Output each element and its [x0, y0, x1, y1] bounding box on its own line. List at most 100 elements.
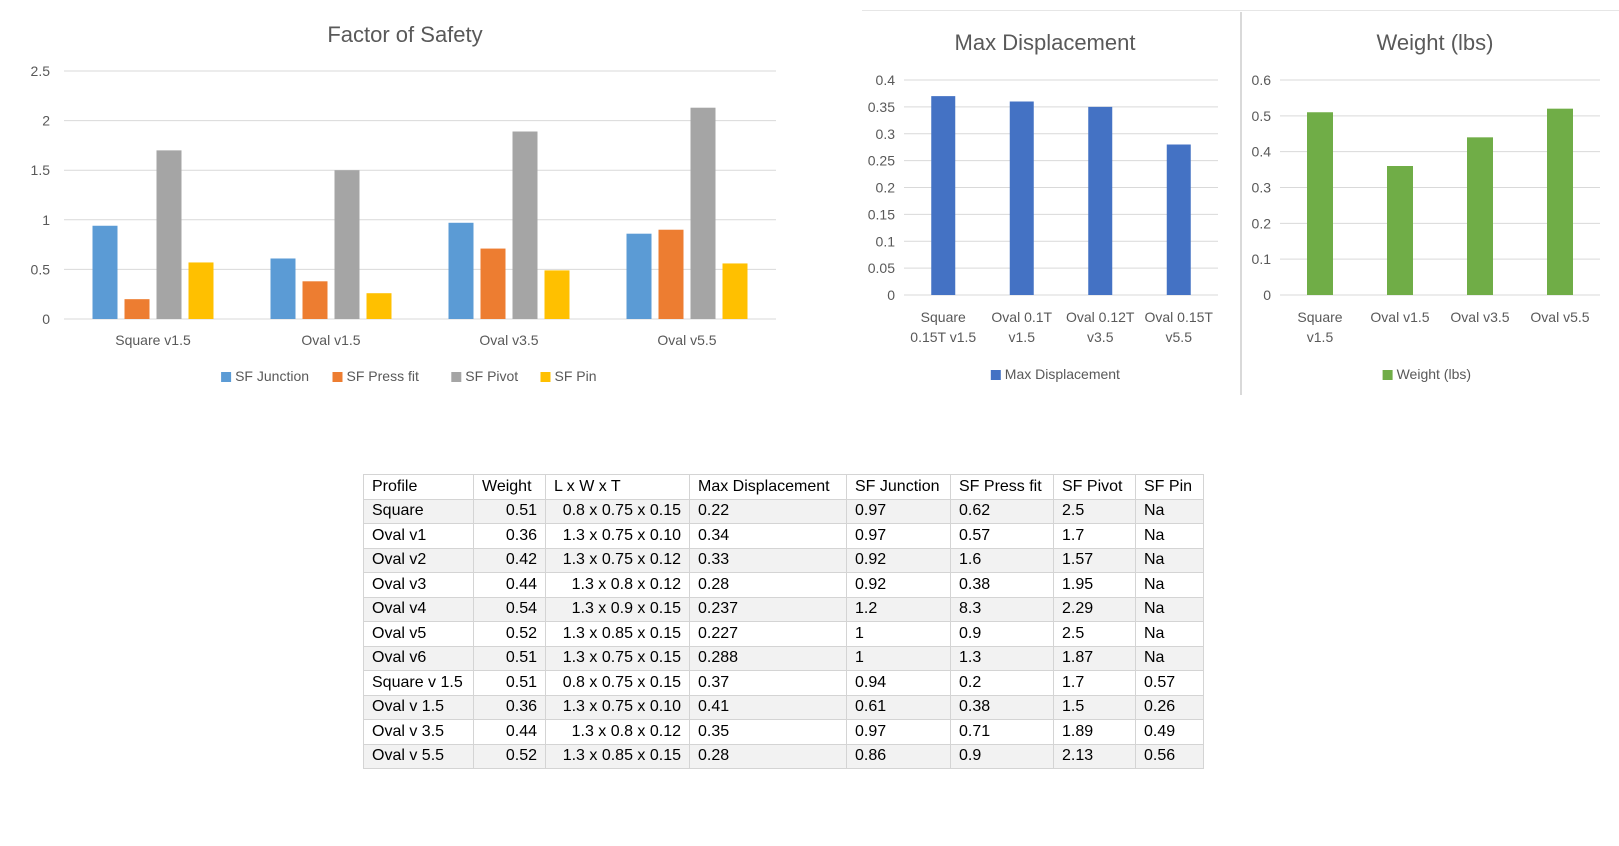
table-cell: Na	[1135, 621, 1204, 647]
table-cell: 0.9	[950, 621, 1054, 647]
top-divider	[862, 10, 1619, 11]
legend-swatch	[540, 372, 551, 382]
table-cell: 0.33	[689, 547, 847, 573]
table-row: Oval v3 0.44 1.3 x 0.8 x 0.12 0.28 0.92 0.38 1…	[363, 572, 1204, 598]
table-cell: 0.28	[689, 572, 847, 598]
y-tick-label: 0	[887, 287, 895, 303]
table-cell: Na	[1135, 523, 1204, 549]
table-cell: 0.37	[689, 670, 847, 696]
table-cell: Oval v 1.5	[363, 694, 474, 720]
table-cell: 1.57	[1053, 547, 1136, 573]
bar	[156, 150, 182, 319]
table-cell: 1.95	[1053, 572, 1136, 598]
table-cell: 1.3 x 0.75 x 0.15	[545, 645, 690, 671]
bar	[1009, 101, 1034, 295]
bar	[334, 170, 360, 319]
bar	[690, 107, 716, 319]
column-header: Profile	[363, 474, 474, 500]
table-cell: 0.56	[1135, 743, 1204, 769]
table-cell: Oval v 3.5	[363, 719, 474, 745]
table-cell: 2.29	[1053, 596, 1136, 622]
table-cell: 0.36	[473, 694, 546, 720]
y-tick-label: 0.1	[876, 233, 896, 249]
table-cell: 0.71	[950, 719, 1054, 745]
table-cell: 8.3	[950, 596, 1054, 622]
legend-label: Weight (lbs)	[1397, 366, 1471, 382]
table-cell: 1.3 x 0.8 x 0.12	[545, 572, 690, 598]
table-cell: 0.97	[846, 498, 951, 524]
x-tick-label: Oval v5.5	[657, 332, 716, 348]
x-tick-label: v1.5	[1009, 329, 1036, 345]
y-tick-label: 0.35	[868, 99, 895, 115]
table-cell: 0.9	[950, 743, 1054, 769]
bar	[92, 225, 118, 319]
legend-swatch	[451, 372, 462, 382]
x-tick-label: Oval 0.12T	[1066, 309, 1135, 325]
table-row: Oval v2 0.42 1.3 x 0.75 x 0.12 0.33 0.92 1.6 1…	[363, 547, 1204, 573]
chart-title: Factor of Safety	[327, 22, 482, 47]
y-tick-label: 1.5	[31, 162, 51, 178]
table-cell: 1.5	[1053, 694, 1136, 720]
table-cell: 0.61	[846, 694, 951, 720]
table-row: Oval v4 0.54 1.3 x 0.9 x 0.15 0.237 1.2 8.3 2.…	[363, 596, 1204, 622]
y-tick-label: 0.3	[1252, 180, 1272, 196]
table-cell: Square	[363, 498, 474, 524]
x-tick-label: Oval v1.5	[301, 332, 360, 348]
x-tick-label: Oval v3.5	[1450, 309, 1509, 325]
data-table: Profile Weight L x W x T Max Displacement SF…	[363, 474, 1204, 769]
table-row: Oval v 5.5 0.52 1.3 x 0.85 x 0.15 0.28 0.86 0…	[363, 743, 1204, 769]
bar	[1387, 166, 1413, 295]
table-cell: Oval v3	[363, 572, 474, 598]
table-cell: Na	[1135, 498, 1204, 524]
legend-label: SF Pin	[555, 368, 597, 384]
chart-title: Max Displacement	[955, 30, 1136, 55]
table-cell: Oval v1	[363, 523, 474, 549]
legend-swatch	[990, 370, 1001, 380]
table-cell: 1.3 x 0.75 x 0.12	[545, 547, 690, 573]
table-cell: 1.3 x 0.85 x 0.15	[545, 621, 690, 647]
bar	[366, 293, 392, 319]
table-cell: 0.36	[473, 523, 546, 549]
weight-chart: Weight (lbs) 0 0.1 0.2 0.3 0.4 0.5 0.6 Square v1.…	[1240, 0, 1619, 400]
x-tick-label: Square	[921, 309, 966, 325]
y-tick-label: 0.3	[876, 126, 896, 142]
table-cell: Na	[1135, 645, 1204, 671]
bar	[270, 258, 296, 319]
bar	[188, 262, 214, 319]
table-cell: 0.52	[473, 743, 546, 769]
table-cell: 0.97	[846, 719, 951, 745]
y-tick-label: 2	[42, 113, 50, 129]
y-tick-label: 1	[42, 212, 50, 228]
legend-swatch	[332, 372, 343, 382]
y-tick-label: 0.2	[1252, 215, 1272, 231]
column-header: SF Pin	[1135, 474, 1204, 500]
table-cell: 1.3 x 0.85 x 0.15	[545, 743, 690, 769]
column-header: SF Pivot	[1053, 474, 1136, 500]
table-cell: 0.28	[689, 743, 847, 769]
column-header: SF Junction	[846, 474, 951, 500]
bar	[512, 131, 538, 319]
bar	[626, 233, 652, 319]
table-cell: 0.41	[689, 694, 847, 720]
table-cell: 0.97	[846, 523, 951, 549]
table-cell: 0.38	[950, 694, 1054, 720]
table-cell: 1.6	[950, 547, 1054, 573]
table-cell: 1.3 x 0.9 x 0.15	[545, 596, 690, 622]
table-cell: 1	[846, 645, 951, 671]
table-cell: 2.5	[1053, 498, 1136, 524]
table-cell: 0.35	[689, 719, 847, 745]
table-cell: 0.92	[846, 572, 951, 598]
x-tick-label: Square	[1297, 309, 1342, 325]
table-row: Square v 1.5 0.51 0.8 x 0.75 x 0.15 0.37 0.9…	[363, 670, 1204, 696]
table-cell: 1.2	[846, 596, 951, 622]
table-cell: 0.38	[950, 572, 1054, 598]
table-cell: 0.237	[689, 596, 847, 622]
table-cell: Na	[1135, 596, 1204, 622]
bar	[931, 96, 956, 295]
chart-svg: Weight (lbs) 0 0.1 0.2 0.3 0.4 0.5 0.6 Square v1.…	[1252, 30, 1600, 382]
table-cell: Oval v6	[363, 645, 474, 671]
bar	[480, 248, 506, 319]
table-cell: 0.51	[473, 645, 546, 671]
table-cell: 0.92	[846, 547, 951, 573]
bar	[302, 281, 328, 319]
